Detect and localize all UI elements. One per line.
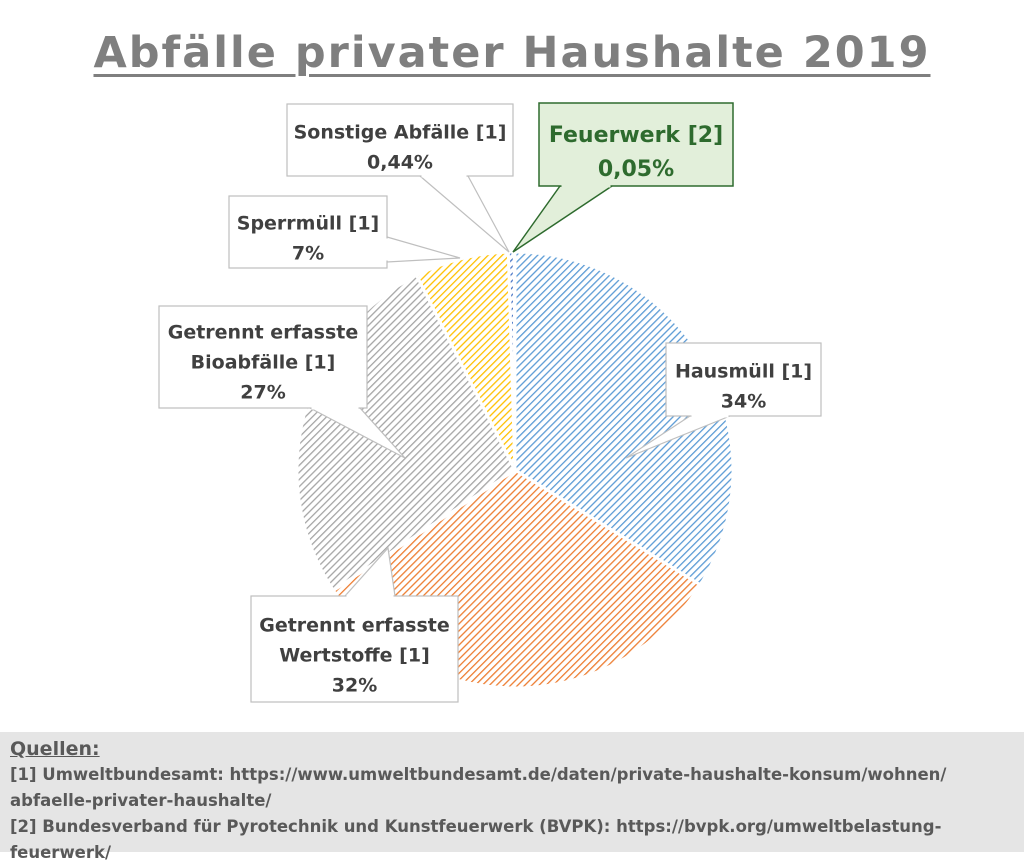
callout-sperr-line-2: 7% bbox=[292, 243, 324, 265]
source-line-2: abfaelle-privater-haushalte/ bbox=[10, 791, 272, 810]
callout-wertstoffe: Getrennt erfasste Wertstoffe [1] 32% bbox=[250, 546, 459, 703]
callout-box bbox=[286, 103, 514, 177]
callout-wertstoffe-line-2: Wertstoffe [1] bbox=[279, 645, 430, 667]
callout-sperr-line-1: Sperrmüll [1] bbox=[237, 213, 379, 235]
callout-box bbox=[665, 342, 822, 417]
callout-feuerwerk: Feuerwerk [2] 0,05% bbox=[512, 102, 734, 253]
callout-box bbox=[538, 102, 734, 187]
callout-hausmuell-line-1: Hausmüll [1] bbox=[675, 361, 812, 383]
chart-title-text: Abfälle privater Haushalte 2019 bbox=[93, 28, 931, 78]
callout-feuerwerk-line-1: Feuerwerk [2] bbox=[549, 123, 723, 148]
callout-box bbox=[250, 595, 459, 703]
callout-wertstoffe-line-3: 32% bbox=[332, 675, 377, 697]
callout-box bbox=[228, 195, 388, 269]
sources-panel: Quellen: [1] Umweltbundesamt: https://ww… bbox=[0, 732, 1024, 862]
callout-pointer bbox=[386, 236, 461, 263]
pie-slice-feuerwerk-2 bbox=[512, 250, 517, 472]
pie-chart: Hausmüll [1] 34% Getrennt erfasste Wertstof… bbox=[158, 102, 822, 703]
callout-pointer bbox=[418, 175, 510, 253]
callout-wertstoffe-line-1: Getrennt erfasste bbox=[259, 615, 450, 637]
callout-pointer bbox=[512, 185, 615, 253]
callout-bio-line-1: Getrennt erfasste bbox=[168, 322, 359, 344]
source-line-3: [2] Bundesverband für Pyrotechnik und Ku… bbox=[10, 817, 942, 862]
callout-feuerwerk-line-2: 0,05% bbox=[598, 157, 674, 182]
callout-sonstige: Sonstige Abfälle [1] 0,44% bbox=[286, 103, 514, 253]
callout-bio-line-3: 27% bbox=[240, 382, 285, 404]
sources-heading: Quellen: bbox=[10, 738, 100, 760]
source-line-1: [1] Umweltbundesamt: https://www.umweltb… bbox=[10, 765, 947, 784]
callout-box bbox=[158, 305, 368, 409]
callout-hausmuell: Hausmüll [1] 34% bbox=[625, 342, 822, 459]
callout-hausmuell-line-2: 34% bbox=[721, 391, 766, 413]
pie-callouts: Hausmüll [1] 34% Getrennt erfasste Wertstof… bbox=[158, 102, 822, 703]
callout-bio: Getrennt erfasste Bioabfälle [1] 27% bbox=[158, 305, 406, 459]
callout-sperr: Sperrmüll [1] 7% bbox=[228, 195, 461, 269]
callout-bio-line-2: Bioabfälle [1] bbox=[191, 352, 336, 374]
callout-sonstige-line-1: Sonstige Abfälle [1] bbox=[294, 122, 507, 144]
chart-title: Abfälle privater Haushalte 2019 bbox=[0, 28, 1024, 78]
callout-sonstige-line-2: 0,44% bbox=[367, 152, 433, 174]
